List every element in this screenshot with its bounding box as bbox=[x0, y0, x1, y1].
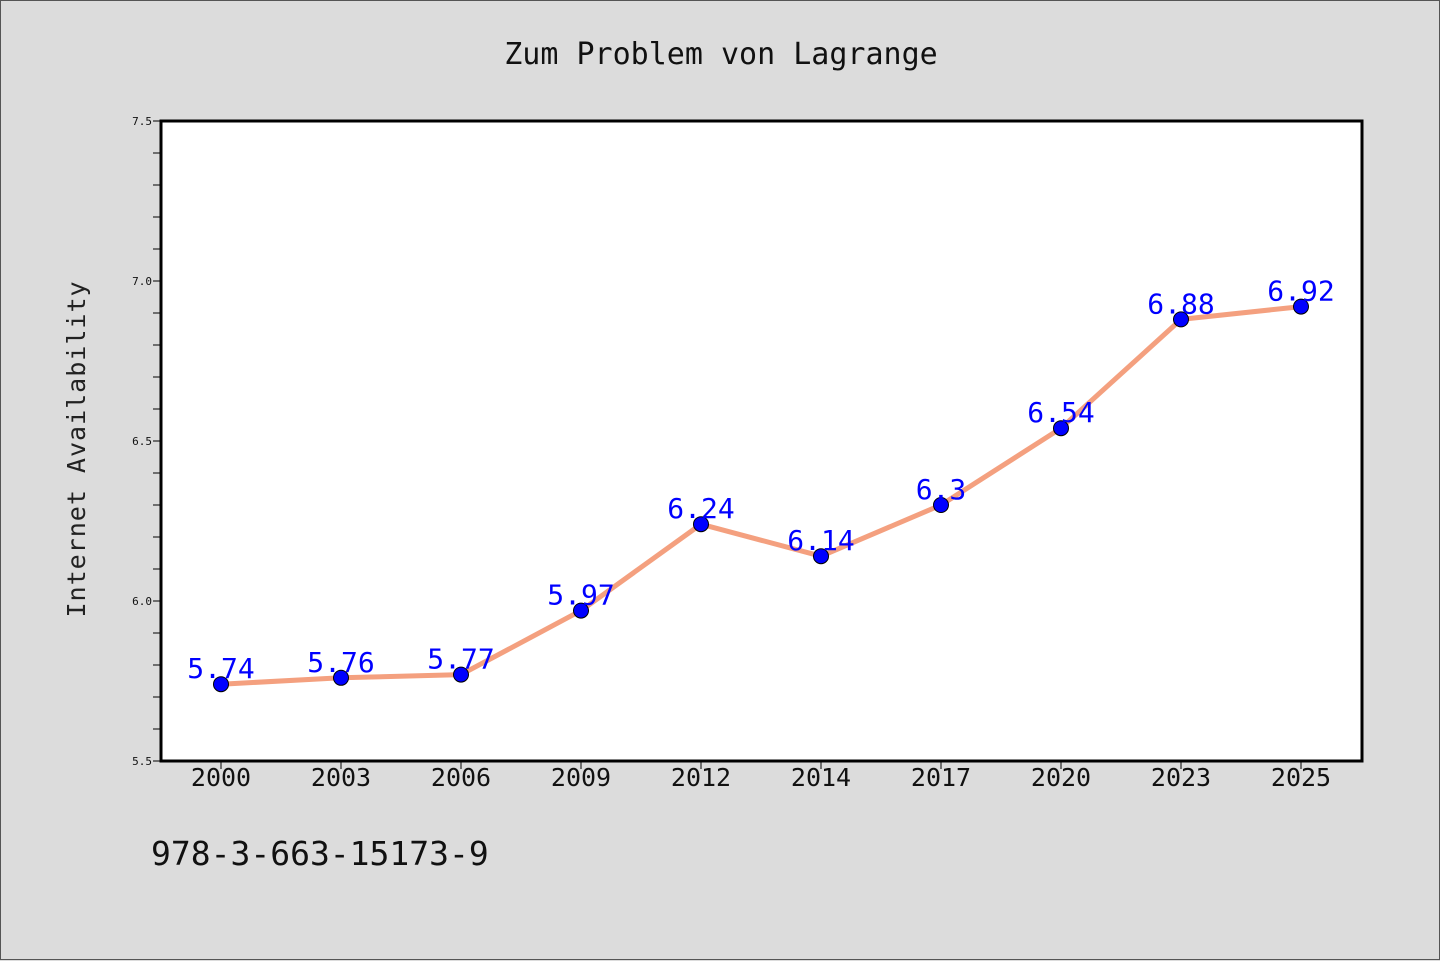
data-point bbox=[333, 669, 349, 686]
data-label: 6.88 bbox=[1147, 287, 1214, 320]
y-tick-label: 6.5 bbox=[132, 435, 152, 448]
data-point bbox=[933, 497, 949, 513]
x-axis: 2000 2003 2006 2009 2012 2014 2017 2020 2023 2025 bbox=[191, 761, 1331, 792]
data-point bbox=[693, 516, 709, 533]
footer-isbn: 978-3-663-15173-9 bbox=[151, 834, 489, 873]
data-label: 5.74 bbox=[187, 652, 254, 685]
data-point bbox=[573, 602, 589, 619]
data-label: 6.3 bbox=[916, 473, 967, 506]
data-point bbox=[1053, 420, 1069, 437]
data-label: 5.76 bbox=[307, 646, 374, 679]
x-tick-label: 2012 bbox=[671, 763, 731, 792]
y-tick-label: 7.5 bbox=[132, 115, 152, 128]
data-point bbox=[1293, 298, 1309, 315]
x-tick-label: 2025 bbox=[1271, 763, 1331, 792]
data-point bbox=[213, 676, 229, 693]
y-tick-label: 5.5 bbox=[132, 755, 152, 768]
chart-title: Zum Problem von Lagrange bbox=[504, 37, 937, 72]
x-tick-label: 2003 bbox=[311, 763, 371, 792]
y-axis-label: Internet Availability bbox=[62, 280, 91, 617]
data-point bbox=[1173, 311, 1189, 328]
x-tick-label: 2009 bbox=[551, 763, 611, 792]
series-group: 5.74 5.76 5.77 5.97 6.24 6.14 6.3 6.54 6.88 6.92 bbox=[187, 275, 1335, 693]
data-label: 5.77 bbox=[427, 643, 494, 676]
data-point bbox=[453, 666, 469, 683]
x-tick-label: 2023 bbox=[1151, 763, 1211, 792]
data-label: 6.92 bbox=[1267, 275, 1334, 308]
y-tick-label: 6.0 bbox=[132, 595, 152, 608]
plot-area bbox=[159, 119, 1364, 763]
data-label: 6.24 bbox=[667, 492, 734, 525]
y-axis: 5.5 6.0 6.5 7.0 7.5 bbox=[132, 115, 161, 768]
data-label: 6.54 bbox=[1027, 396, 1094, 429]
data-label: 5.97 bbox=[547, 579, 614, 612]
x-tick-label: 2020 bbox=[1031, 763, 1091, 792]
x-tick-label: 2000 bbox=[191, 763, 251, 792]
series-line bbox=[220, 304, 1302, 687]
data-point bbox=[813, 548, 829, 565]
x-tick-label: 2017 bbox=[911, 763, 971, 792]
x-tick-label: 2006 bbox=[431, 763, 491, 792]
x-tick-label: 2014 bbox=[791, 763, 851, 792]
data-label: 6.14 bbox=[787, 524, 854, 557]
y-tick-label: 7.0 bbox=[132, 275, 152, 288]
